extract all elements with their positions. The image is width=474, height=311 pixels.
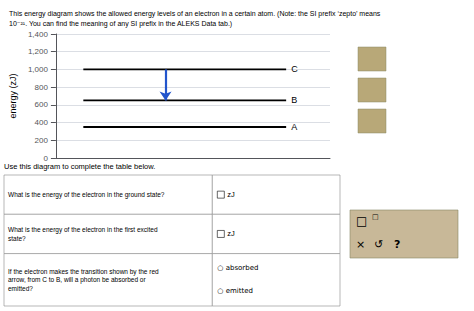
svg-text:□: □: [372, 213, 379, 221]
svg-text:What is the energy of the elec: What is the energy of the electron in th…: [8, 191, 165, 199]
svg-text:400: 400: [35, 118, 49, 127]
svg-text:○ absorbed: ○ absorbed: [217, 264, 258, 272]
svg-text:×: ×: [356, 238, 365, 251]
svg-text:This energy diagram shows the: This energy diagram shows the allowed en…: [9, 10, 381, 18]
svg-text:↺: ↺: [374, 238, 383, 251]
svg-text:zJ: zJ: [227, 229, 235, 238]
svg-text:A: A: [291, 122, 297, 132]
svg-text:600: 600: [35, 100, 49, 109]
svg-text:○ emitted: ○ emitted: [217, 287, 253, 295]
svg-text:800: 800: [35, 83, 49, 92]
svg-text:emitted?: emitted?: [8, 285, 33, 292]
svg-text:C: C: [291, 64, 298, 74]
svg-text:1,200: 1,200: [28, 47, 49, 56]
svg-text:If the electron makes the tran: If the electron makes the transition sho…: [8, 268, 159, 276]
svg-text:What is the energy of the elec: What is the energy of the electron in th…: [8, 226, 158, 234]
svg-text:arrow, from C to B, will a pho: arrow, from C to B, will a photon be abs…: [8, 276, 146, 284]
svg-text:0: 0: [43, 154, 48, 163]
svg-text:200: 200: [35, 136, 49, 145]
svg-text:1,000: 1,000: [28, 65, 49, 74]
svg-text:zJ: zJ: [227, 190, 235, 199]
svg-text:state?: state?: [8, 235, 26, 242]
svg-text:1,400: 1,400: [28, 30, 49, 39]
svg-text:□: □: [356, 214, 367, 228]
svg-text:10⁻²¹. You can find the meanin: 10⁻²¹. You can find the meaning of any S…: [9, 20, 232, 28]
svg-text:Use this diagram to complete t: Use this diagram to complete the table b…: [4, 162, 155, 171]
svg-text:energy (zJ): energy (zJ): [8, 73, 18, 118]
svg-text:B: B: [291, 95, 297, 105]
svg-text:?: ?: [394, 238, 400, 251]
